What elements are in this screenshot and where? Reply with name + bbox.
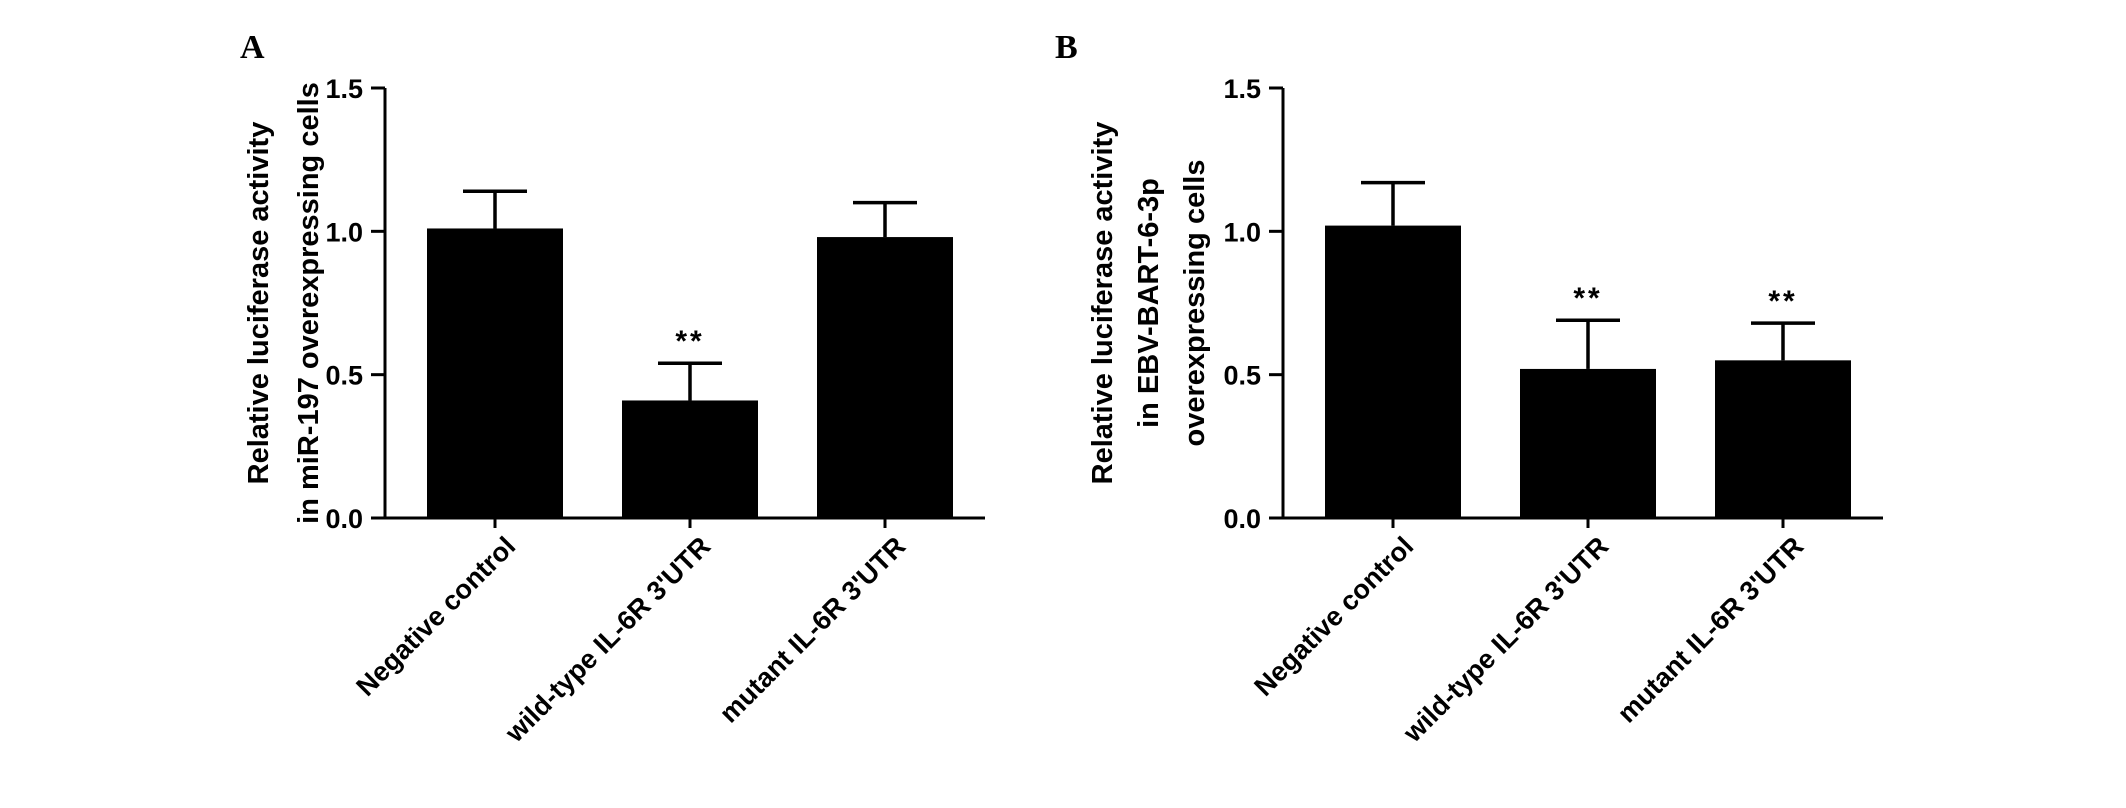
y-tick-label: 1.5 xyxy=(1223,74,1261,104)
y-axis-label-line: in miR-197 overexpressing cells xyxy=(293,82,325,524)
x-tick-label: Negative control xyxy=(350,531,521,702)
bar xyxy=(817,237,953,519)
y-axis-label-line: Relative luciferase activity xyxy=(243,122,275,485)
y-tick-label: 0.5 xyxy=(1223,361,1261,391)
y-tick-label: 0.5 xyxy=(325,361,363,391)
x-tick-label: mutant IL-6R 3'UTR xyxy=(714,531,912,729)
x-tick-label: mutant IL-6R 3'UTR xyxy=(1612,531,1810,729)
x-tick-label: wild-type IL-6R 3'UTR xyxy=(1397,531,1614,748)
bar xyxy=(1715,360,1851,518)
chart-panel-b: B Relative luciferase activity in EBV-BART… xyxy=(1055,29,1883,748)
significance-marker: ** xyxy=(1768,285,1797,318)
panel-letter: A xyxy=(240,29,265,66)
panel-letter: B xyxy=(1055,29,1078,66)
bar xyxy=(427,228,563,518)
y-tick-label: 1.5 xyxy=(325,74,363,104)
x-tick-label: wild-type IL-6R 3'UTR xyxy=(499,531,716,748)
y-tick-label: 0.0 xyxy=(325,504,363,534)
y-tick-label: 1.0 xyxy=(1223,217,1261,247)
significance-marker: ** xyxy=(1573,282,1602,315)
bar xyxy=(622,400,758,518)
y-axis-label-line: overexpressing cells xyxy=(1179,160,1211,447)
x-tick-label: Negative control xyxy=(1248,531,1419,702)
significance-marker: ** xyxy=(675,325,704,358)
y-axis-label-line: in EBV-BART-6-3p xyxy=(1133,178,1165,428)
bar xyxy=(1520,368,1656,518)
bar xyxy=(1325,225,1461,518)
y-axis-label-line: Relative luciferase activity xyxy=(1087,122,1119,485)
chart-panel-a: A Relative luciferase activity in miR-197 … xyxy=(240,29,985,748)
y-tick-label: 1.0 xyxy=(325,217,363,247)
y-tick-label: 0.0 xyxy=(1223,504,1261,534)
